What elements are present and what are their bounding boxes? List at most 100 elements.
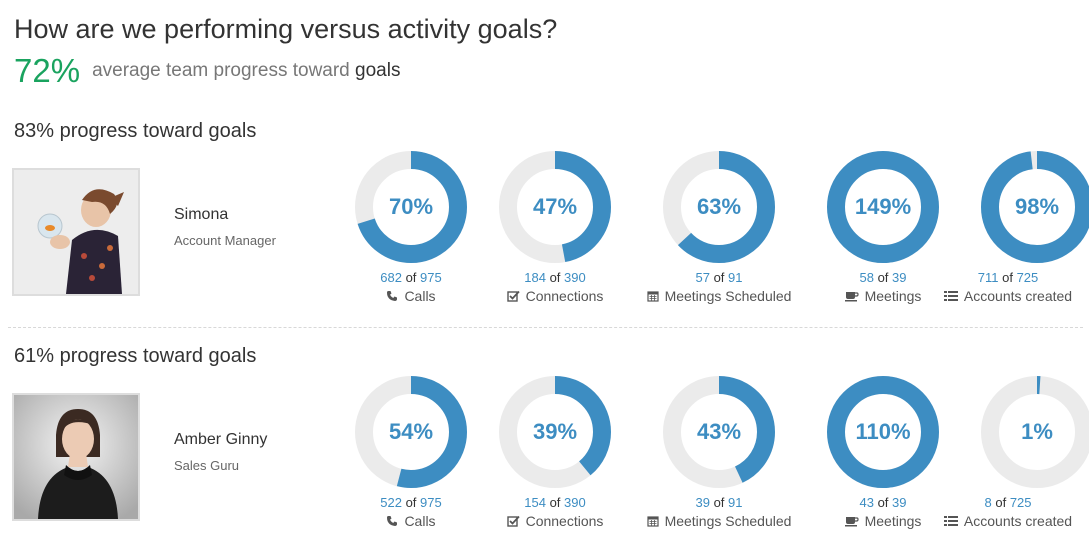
person-progress-heading: 61% progress toward goals bbox=[14, 345, 257, 367]
metric-label: Calls bbox=[322, 288, 500, 305]
metric-meetings: 149% 58 of 39 Meetings bbox=[794, 147, 974, 312]
average-progress: 72% average team progress toward goals bbox=[14, 52, 400, 90]
donut-arc bbox=[981, 376, 1089, 488]
donut-arc bbox=[663, 376, 775, 488]
average-progress-caption-strong: goals bbox=[355, 60, 401, 81]
phone-icon bbox=[386, 514, 398, 530]
list-icon bbox=[943, 514, 958, 530]
metric-count: 711 of 725 bbox=[918, 270, 1089, 285]
metric-label: Meetings Scheduled bbox=[630, 288, 808, 305]
percent-label: 47% bbox=[532, 194, 578, 219]
percent-label: 110% bbox=[855, 419, 911, 444]
average-progress-text: average team progress toward goals bbox=[92, 60, 400, 81]
metric-meetings: 110% 43 of 39 Meetings bbox=[794, 372, 974, 537]
metric-current: 8 bbox=[984, 495, 992, 510]
phone-icon bbox=[386, 289, 398, 305]
metric-of: of bbox=[877, 495, 889, 510]
metric-connections: 39% 154 of 390 Connections bbox=[466, 372, 646, 537]
metric-current: 43 bbox=[859, 495, 874, 510]
metric-count: 184 of 390 bbox=[466, 270, 644, 285]
metric-label-text: Accounts created bbox=[963, 513, 1073, 529]
metric-count: 57 of 91 bbox=[630, 270, 808, 285]
metric-label: Accounts created bbox=[918, 513, 1089, 530]
percent-label: 1% bbox=[1021, 419, 1053, 444]
metric-calls: 54% 522 of 975 Calls bbox=[322, 372, 502, 537]
average-progress-value: 72% bbox=[14, 52, 81, 89]
check-square-icon bbox=[506, 514, 520, 530]
metric-accounts-created: 1% 8 of 725 Accounts created bbox=[943, 372, 1089, 537]
metric-of: of bbox=[995, 495, 1007, 510]
metric-of: of bbox=[549, 495, 561, 510]
progress-donut: 47% bbox=[495, 147, 615, 267]
metric-count: 682 of 975 bbox=[322, 270, 500, 285]
percent-label: 43% bbox=[696, 419, 742, 444]
percent-label: 54% bbox=[388, 419, 434, 444]
metric-current: 58 bbox=[859, 270, 874, 285]
calendar-icon bbox=[646, 289, 659, 305]
metric-label: Connections bbox=[466, 513, 644, 530]
metric-goal: 975 bbox=[420, 270, 442, 285]
metric-current: 184 bbox=[524, 270, 546, 285]
metric-label-text: Meetings Scheduled bbox=[664, 288, 792, 304]
person-card: 61% progress toward goals Amber Ginny Sa… bbox=[0, 345, 1089, 545]
metric-goal: 725 bbox=[1016, 270, 1039, 285]
donut-arc bbox=[663, 151, 775, 263]
metric-accounts-created: 98% 711 of 725 Accounts created bbox=[943, 147, 1089, 312]
list-icon bbox=[943, 289, 958, 305]
metric-count: 522 of 975 bbox=[322, 495, 500, 510]
progress-donut: 1% bbox=[977, 372, 1089, 492]
metric-of: of bbox=[549, 270, 561, 285]
metric-label: Accounts created bbox=[918, 288, 1089, 305]
metric-count: 8 of 725 bbox=[918, 495, 1089, 510]
metric-goal: 725 bbox=[1009, 495, 1032, 510]
metric-label: Meetings bbox=[794, 513, 972, 530]
metric-label-text: Connections bbox=[525, 288, 604, 304]
metric-meetings-scheduled: 43% 39 of 91 Meetings Scheduled bbox=[630, 372, 810, 537]
metric-label: Meetings Scheduled bbox=[630, 513, 808, 530]
metric-goal: 91 bbox=[728, 270, 743, 285]
metric-label-text: Meetings Scheduled bbox=[664, 513, 792, 529]
metric-label-text: Calls bbox=[404, 288, 436, 304]
person-role: Account Manager bbox=[174, 233, 276, 248]
donut-arc bbox=[827, 376, 939, 488]
coffee-icon bbox=[844, 289, 859, 305]
metric-of: of bbox=[713, 270, 725, 285]
metric-goal: 91 bbox=[728, 495, 743, 510]
coffee-icon bbox=[844, 514, 859, 530]
metric-count: 39 of 91 bbox=[630, 495, 808, 510]
metric-label-text: Accounts created bbox=[963, 288, 1073, 304]
metric-connections: 47% 184 of 390 Connections bbox=[466, 147, 646, 312]
metric-calls: 70% 682 of 975 Calls bbox=[322, 147, 502, 312]
metric-label: Calls bbox=[322, 513, 500, 530]
progress-donut: 149% bbox=[823, 147, 943, 267]
check-square-icon bbox=[506, 289, 520, 305]
metric-label-text: Meetings bbox=[864, 288, 922, 304]
metric-goal: 390 bbox=[564, 495, 586, 510]
person-name: Simona bbox=[174, 206, 229, 223]
page-title: How are we performing versus activity go… bbox=[14, 14, 558, 44]
average-progress-caption: average team progress toward bbox=[92, 60, 350, 81]
divider bbox=[8, 327, 1083, 328]
metric-count: 58 of 39 bbox=[794, 270, 972, 285]
progress-donut: 110% bbox=[823, 372, 943, 492]
donut-arc bbox=[981, 151, 1089, 263]
metric-label-text: Meetings bbox=[864, 513, 922, 529]
metric-current: 682 bbox=[380, 270, 402, 285]
progress-donut: 43% bbox=[659, 372, 779, 492]
metric-current: 522 bbox=[380, 495, 402, 510]
metric-count: 43 of 39 bbox=[794, 495, 972, 510]
metric-label: Connections bbox=[466, 288, 644, 305]
percent-label: 98% bbox=[1014, 194, 1060, 219]
donut-arc bbox=[827, 151, 939, 263]
metric-current: 711 bbox=[977, 270, 999, 285]
metric-label: Meetings bbox=[794, 288, 972, 305]
metric-goal: 39 bbox=[892, 495, 907, 510]
calendar-icon bbox=[646, 514, 659, 530]
metric-count: 154 of 390 bbox=[466, 495, 644, 510]
progress-donut: 98% bbox=[977, 147, 1089, 267]
donut-arc bbox=[355, 376, 467, 488]
percent-label: 149% bbox=[854, 194, 912, 219]
avatar bbox=[12, 168, 140, 296]
metric-goal: 390 bbox=[564, 270, 586, 285]
metric-meetings-scheduled: 63% 57 of 91 Meetings Scheduled bbox=[630, 147, 810, 312]
